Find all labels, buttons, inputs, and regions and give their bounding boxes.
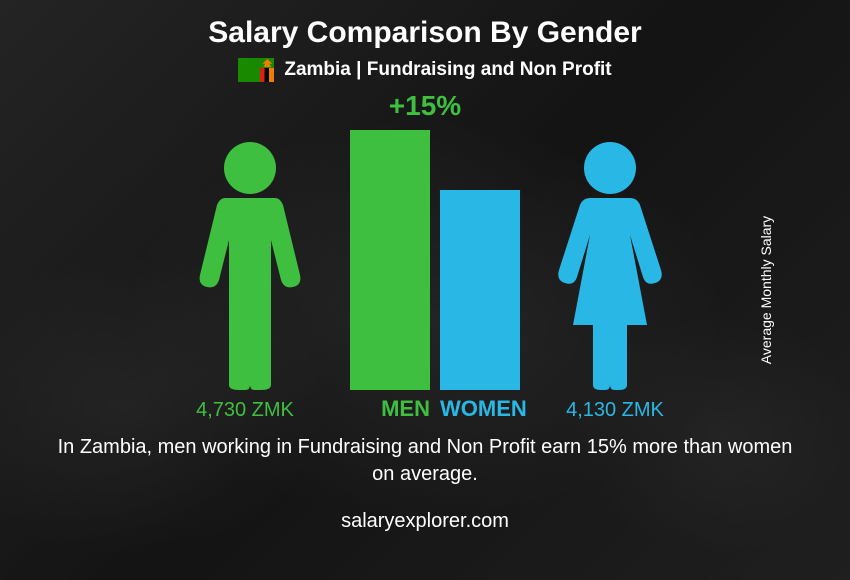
- men-bar-label: MEN: [350, 396, 430, 422]
- women-salary: 4,130 ZMK: [525, 399, 705, 422]
- separator: |: [351, 59, 367, 80]
- subtitle: Zambia | Fundraising and Non Profit: [284, 59, 611, 81]
- sector-name: Fundraising and Non Profit: [367, 59, 612, 80]
- y-axis-label: Average Monthly Salary: [758, 216, 774, 364]
- subtitle-row: Zambia | Fundraising and Non Profit: [238, 58, 611, 82]
- men-bar: [350, 130, 430, 390]
- country-name: Zambia: [284, 59, 351, 80]
- difference-label: +15%: [389, 90, 461, 122]
- women-bar: [440, 190, 520, 390]
- female-person-icon: [545, 140, 675, 390]
- chart-area: +15% MEN WOMEN 4,730 ZMK 4,130 ZMK: [75, 90, 775, 430]
- zambia-flag-icon: [238, 58, 274, 82]
- page-title: Salary Comparison By Gender: [208, 16, 641, 50]
- men-salary: 4,730 ZMK: [155, 399, 335, 422]
- male-person-icon: [185, 140, 315, 390]
- source-label: salaryexplorer.com: [341, 510, 509, 533]
- description-text: In Zambia, men working in Fundraising an…: [45, 434, 805, 488]
